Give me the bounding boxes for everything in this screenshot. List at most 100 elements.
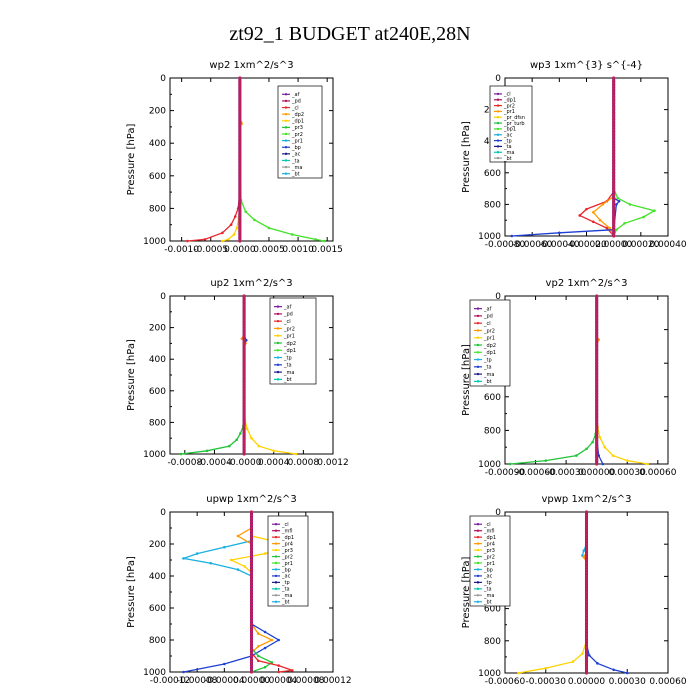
legend-marker [276, 363, 280, 367]
zero-profile-marker [612, 133, 616, 137]
panel-title: vpwp 1xm^2/s^3 [541, 494, 631, 505]
zero-profile-marker [595, 408, 599, 412]
series-line [510, 296, 598, 465]
series-marker [179, 452, 183, 456]
zero-profile-marker [238, 177, 242, 181]
legend-marker [284, 93, 288, 96]
zero-profile-marker [612, 123, 616, 127]
legend: _cl_mfl_dp1_pr4_pr3_pr2_pr1_bp_ac_tp_ta_… [469, 515, 511, 607]
zero-profile-marker [238, 203, 242, 207]
zero-profile-marker [612, 136, 616, 140]
x-tick-label: 0.00000 [233, 676, 270, 686]
series-marker [508, 462, 512, 466]
plot-frame [504, 295, 669, 465]
y-tick-label: 600 [149, 604, 166, 614]
zero-profile-marker [612, 168, 616, 172]
zero-profile-marker [238, 190, 242, 194]
zero-profile-marker [249, 564, 254, 569]
zero-profile-marker [242, 417, 246, 421]
zero-profile-marker [249, 632, 254, 636]
series-line [222, 78, 241, 242]
zero-profile-marker [238, 99, 242, 103]
legend-marker [496, 151, 500, 154]
x-tick-label: -0.0008 [167, 458, 202, 468]
series-marker [585, 207, 588, 211]
zero-profile-marker [612, 187, 616, 191]
zero-profile-marker [242, 436, 246, 440]
zero-profile-marker [249, 552, 254, 556]
x-tick-label: -0.00060 [515, 468, 556, 478]
legend-marker [496, 98, 500, 101]
legend-label: _ta [283, 363, 292, 369]
series-marker [182, 557, 185, 560]
zero-profile-marker [242, 367, 246, 371]
zero-profile-marker [242, 319, 246, 323]
zero-profile-marker [595, 314, 599, 318]
zero-profile-marker [595, 368, 599, 372]
series-marker [195, 552, 199, 555]
zero-profile-marker [249, 532, 254, 537]
series-marker [322, 239, 326, 243]
x-tick-label: -0.00030 [526, 677, 567, 687]
legend-marker [274, 523, 278, 526]
legend-label: _ta [483, 365, 492, 371]
zero-profile-marker [249, 593, 254, 597]
zero-profile-marker [242, 329, 246, 333]
legend-label: _ac [483, 574, 493, 580]
zero-profile-marker [584, 539, 589, 543]
zero-profile-marker [595, 364, 599, 369]
zero-profile-marker [595, 297, 599, 301]
zero-profile-marker [612, 104, 616, 109]
zero-profile-marker [584, 578, 589, 582]
zero-profile-marker [612, 202, 616, 206]
zero-profile-marker [612, 130, 616, 134]
zero-profile-marker [584, 671, 589, 675]
zero-profile-marker [584, 655, 589, 659]
series-marker [517, 671, 520, 675]
legend-label: _tp [483, 580, 492, 586]
legend-marker [284, 152, 288, 156]
zero-profile-marker [595, 371, 599, 375]
series-marker [578, 214, 582, 217]
zero-profile-marker [612, 142, 616, 146]
series-marker [186, 239, 189, 243]
legend-label: _cl [291, 105, 299, 111]
zero-profile-marker [242, 360, 246, 364]
zero-profile-marker [249, 529, 254, 533]
series-marker [617, 199, 621, 203]
zero-profile-marker [584, 645, 589, 649]
y-tick-label: 1000 [478, 669, 501, 679]
zero-profile-marker [612, 196, 616, 200]
series-marker [272, 449, 276, 453]
legend-label: _pr1 [291, 138, 303, 144]
zero-profile-marker [595, 385, 599, 389]
zero-profile-marker [595, 405, 599, 409]
zero-profile-marker [238, 131, 242, 136]
legend-label: _bt [483, 379, 492, 385]
zero-profile-marker [242, 351, 246, 355]
zero-profile-marker [584, 565, 589, 569]
legend-label: _dp2 [283, 341, 296, 347]
zero-profile-marker [595, 361, 599, 365]
zero-profile-marker [238, 102, 242, 106]
legend-label: _dp1 [291, 119, 304, 125]
series-marker [612, 668, 615, 672]
y-tick-label: 600 [484, 393, 501, 403]
panel-title: wp2 1xm^2/s^3 [209, 60, 293, 71]
x-tick-label: 0.00004 [260, 676, 297, 686]
series-marker [571, 660, 575, 664]
zero-profile-marker [249, 603, 254, 607]
legend-marker [274, 574, 278, 578]
zero-profile-marker [238, 118, 242, 122]
legend-marker [476, 581, 480, 584]
zero-profile-marker [595, 341, 599, 345]
series-marker [615, 228, 618, 231]
legend-label: _pr2 [483, 328, 495, 334]
legend-label: _pr2 [503, 103, 515, 109]
series-marker [263, 630, 267, 634]
zero-profile-marker [584, 668, 589, 672]
zero-profile-marker [595, 344, 599, 348]
legend-marker [476, 314, 480, 318]
zero-profile-marker [242, 373, 246, 377]
panels-group: wp2 1xm^2/s^3 Pressure [hPa] 0 200 400 600 800… [126, 60, 687, 687]
